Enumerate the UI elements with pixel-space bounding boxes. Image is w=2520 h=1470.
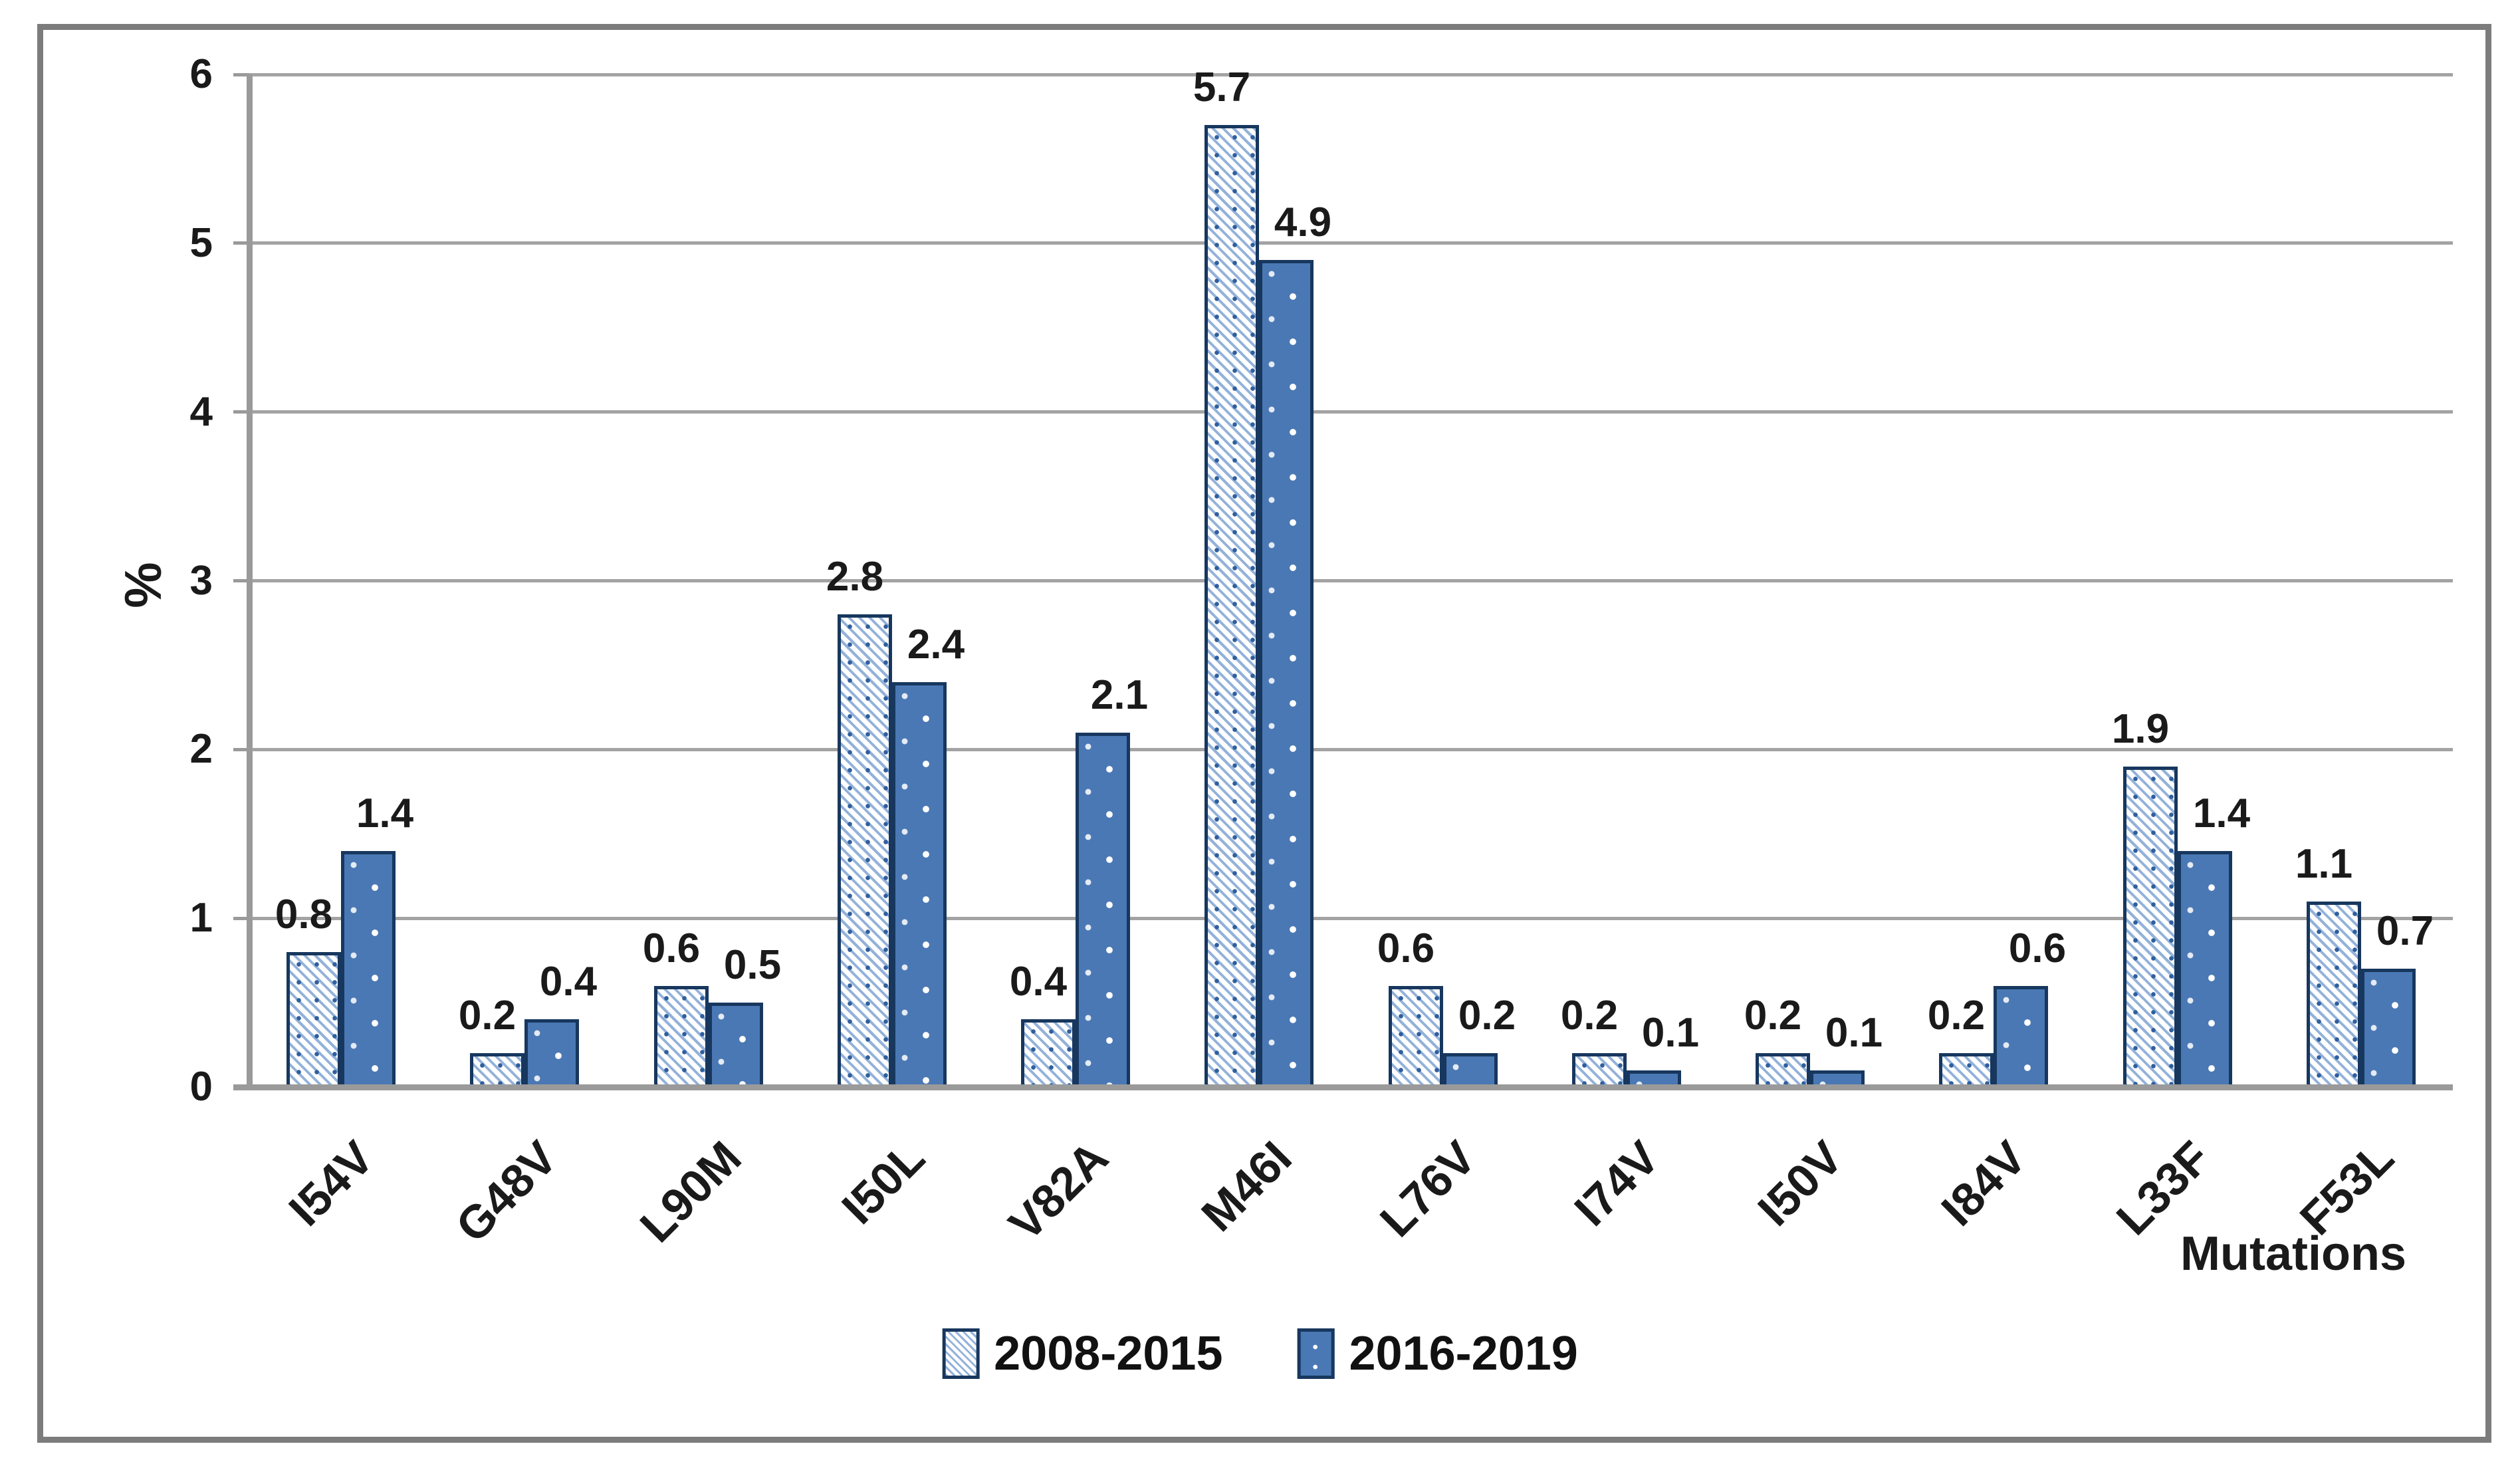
legend: 2008-2015 2016-2019 [942,1328,1578,1379]
bar-value-label-2008-2015-I50V: 0.2 [1744,993,1802,1039]
bar-value-label-2016-2019-I74V: 0.1 [1641,1010,1700,1056]
y-tick-label-2: 2 [189,726,213,772]
bar-value-label-2008-2015-F53L: 1.1 [2295,841,2353,887]
y-tick-label-5: 5 [189,220,213,266]
x-axis-title: Mutations [2180,1227,2406,1281]
bar-2016-2019-L33F [2178,851,2232,1087]
bar-2008-2015-L33F [2123,767,2178,1087]
bar-value-label-2008-2015-I74V: 0.2 [1560,993,1619,1039]
gridline-1 [249,917,2453,920]
gridline-5 [249,241,2453,245]
x-axis-line [233,1084,2453,1090]
bar-2016-2019-L90M [709,1003,763,1087]
bar-2016-2019-I74V [1627,1070,1681,1087]
bar-2008-2015-I74V [1572,1053,1627,1087]
y-tick-6 [233,73,249,76]
y-axis-line [247,74,253,1090]
bar-value-label-2008-2015-L90M: 0.6 [642,925,701,971]
bar-value-label-2016-2019-L76V: 0.2 [1458,993,1516,1039]
bar-value-label-2016-2019-V82A: 2.1 [1090,672,1149,718]
legend-swatch-2008-2015 [942,1328,980,1379]
bar-2008-2015-L76V [1389,986,1443,1087]
bar-2008-2015-I54V [286,952,341,1087]
bar-value-label-2016-2019-I54V: 1.4 [356,791,414,836]
bar-2008-2015-M46I [1204,125,1259,1087]
bar-2016-2019-I54V [341,851,396,1087]
bar-value-label-2008-2015-L33F: 1.9 [2111,706,2170,752]
gridline-3 [249,579,2453,582]
bar-value-label-2016-2019-G48V: 0.4 [539,959,598,1005]
y-tick-1 [233,917,249,920]
bar-value-label-2016-2019-I84V: 0.6 [2008,925,2067,971]
bar-value-label-2016-2019-L33F: 1.4 [2192,791,2251,836]
bar-2016-2019-G48V [524,1019,579,1087]
legend-item-2008-2015: 2008-2015 [942,1327,1223,1380]
y-tick-3 [233,579,249,582]
bar-value-label-2008-2015-I54V: 0.8 [275,892,333,937]
legend-swatch-2016-2019 [1297,1328,1335,1379]
bar-value-label-2008-2015-G48V: 0.2 [458,993,516,1039]
bar-2016-2019-I50L [892,682,947,1087]
y-tick-label-3: 3 [189,558,213,604]
bar-2016-2019-M46I [1259,260,1314,1087]
bar-value-label-2008-2015-I50L: 2.8 [826,554,884,600]
bar-2016-2019-I50V [1810,1070,1865,1087]
bar-2008-2015-I50V [1756,1053,1810,1087]
y-tick-label-1: 1 [189,895,213,941]
y-tick-label-4: 4 [189,389,213,435]
gridline-2 [249,748,2453,751]
bar-2016-2019-L76V [1443,1053,1498,1087]
y-tick-4 [233,410,249,414]
bar-value-label-2016-2019-L90M: 0.5 [723,942,782,988]
bar-value-label-2008-2015-M46I: 5.7 [1193,64,1251,110]
legend-label-2008-2015: 2008-2015 [994,1327,1223,1380]
bar-2008-2015-F53L [2307,902,2361,1087]
bar-value-label-2008-2015-I84V: 0.2 [1927,993,1986,1039]
y-tick-5 [233,241,249,245]
bar-value-label-2016-2019-I50L: 2.4 [907,622,965,668]
bar-value-label-2016-2019-I50V: 0.1 [1825,1010,1883,1056]
bar-2008-2015-I50L [838,614,892,1087]
gridline-6 [249,73,2453,76]
bar-value-label-2008-2015-V82A: 0.4 [1009,959,1068,1005]
bar-2008-2015-I84V [1939,1053,1994,1087]
bar-2016-2019-V82A [1076,733,1130,1087]
bar-2008-2015-L90M [654,986,709,1087]
bar-2016-2019-I84V [1994,986,2048,1087]
bar-2008-2015-G48V [470,1053,524,1087]
bar-2008-2015-V82A [1021,1019,1076,1087]
legend-item-2016-2019: 2016-2019 [1297,1327,1578,1380]
y-tick-label-0: 0 [189,1064,213,1110]
y-tick-2 [233,748,249,751]
bar-value-label-2008-2015-L76V: 0.6 [1377,925,1435,971]
chart-frame [37,24,2491,1443]
bar-value-label-2016-2019-M46I: 4.9 [1274,199,1332,245]
y-tick-label-6: 6 [189,51,213,97]
bar-2016-2019-F53L [2361,969,2416,1087]
bar-value-label-2016-2019-F53L: 0.7 [2376,908,2434,954]
legend-label-2016-2019: 2016-2019 [1349,1327,1578,1380]
gridline-4 [249,410,2453,414]
